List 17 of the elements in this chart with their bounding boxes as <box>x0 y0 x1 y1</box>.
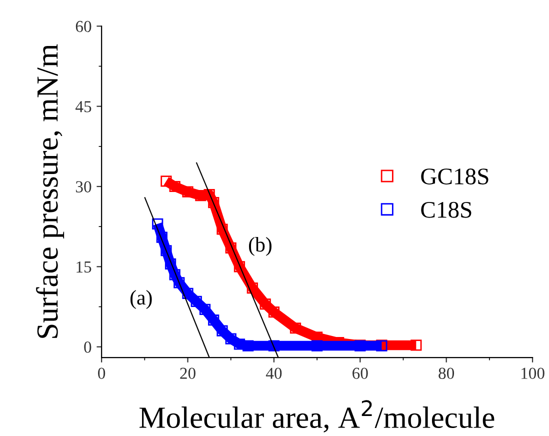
x-tick-label: 80 <box>438 368 454 379</box>
x-tick-label: 100 <box>521 368 544 379</box>
legend-label: C18S <box>421 202 472 218</box>
annotation: (a) <box>130 290 152 309</box>
x-axis-title: Molecular area, A$^{2}$/molecule <box>139 400 494 432</box>
legend-label: GC18S <box>421 168 488 184</box>
y-tick-label: 30 <box>76 181 92 192</box>
annotation: (b) <box>249 237 272 256</box>
x-tick-label: 20 <box>180 368 196 379</box>
y-axis-title: Surface pressure, mN/m <box>36 44 64 338</box>
x-tick-label: 40 <box>266 368 282 379</box>
y-tick-label: 15 <box>76 261 92 273</box>
x-tick-label: 0 <box>98 368 106 379</box>
y-tick-label: 0 <box>84 342 92 353</box>
y-tick-label: 60 <box>76 20 92 32</box>
y-tick-label: 45 <box>76 101 92 112</box>
x-tick-label: 60 <box>352 368 368 379</box>
